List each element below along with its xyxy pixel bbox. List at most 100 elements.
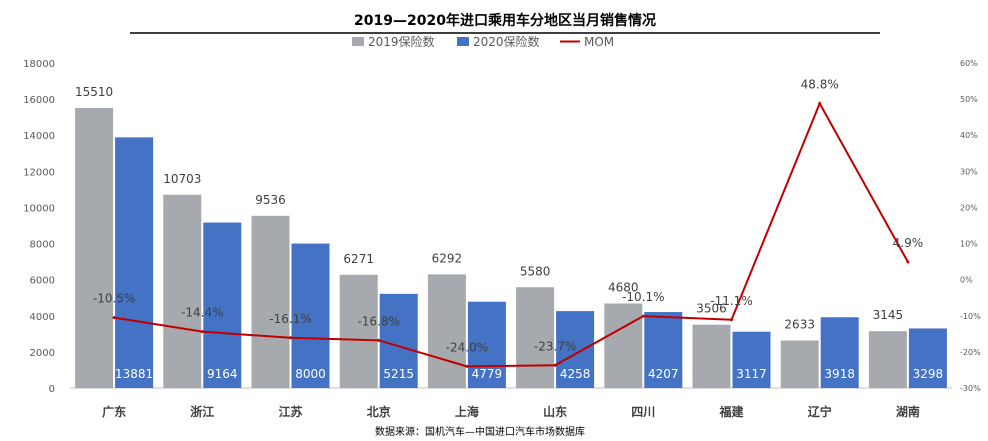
y-right-tick-label: -20% [960, 348, 981, 357]
y-left-tick-label: 4000 [30, 312, 55, 323]
y-right-tick-label: 40% [960, 131, 978, 140]
mom-data-label: 4.9% [893, 236, 924, 250]
mom-data-label: -16.1% [269, 312, 311, 326]
y-left-tick-label: 18000 [23, 59, 55, 70]
mom-point [200, 330, 204, 334]
bar-2020 [115, 137, 154, 388]
bar-2020 [467, 301, 506, 388]
mom-point [730, 318, 733, 322]
data-label-2019: 6271 [343, 252, 374, 266]
bar-2020 [379, 293, 418, 388]
y-right-tick-label: -30% [960, 384, 981, 393]
mom-data-label: -14.4% [181, 306, 223, 320]
x-category-label: 四川 [631, 405, 655, 419]
mom-data-label: -23.7% [534, 339, 576, 353]
bar-2019 [427, 274, 466, 388]
bar-2019 [780, 340, 819, 388]
x-category-label: 广东 [102, 404, 126, 419]
y-right-tick-label: 10% [960, 240, 978, 249]
x-category-label: 辽宁 [808, 404, 832, 419]
mom-data-label: -10.1% [622, 290, 664, 304]
data-label-2019: 3506 [696, 302, 727, 316]
chart-title: 2019—2020年进口乘用车分地区当月销售情况 [354, 12, 656, 29]
y-left-tick-label: 16000 [23, 95, 55, 106]
bar-2020 [203, 222, 242, 388]
data-label-2019: 15510 [75, 85, 113, 99]
data-label-2020: 3298 [913, 367, 944, 381]
legend-label-2019: 2019保险数 [368, 34, 435, 49]
x-category-label: 福建 [718, 404, 744, 419]
mom-data-label: 48.8% [801, 77, 839, 91]
data-label-2019: 6292 [432, 251, 463, 265]
data-label-2020: 9164 [207, 367, 238, 381]
legend-swatch-2019 [352, 37, 364, 46]
bar-2020 [556, 311, 595, 388]
bar-2019 [516, 287, 555, 388]
data-label-2020: 4207 [648, 367, 679, 381]
legend-swatch-2020 [457, 37, 469, 46]
x-category-label: 湖南 [896, 404, 920, 419]
legend-label-mom: MOM [584, 35, 614, 49]
y-right-tick-label: -10% [960, 312, 981, 321]
x-category-label: 江苏 [278, 404, 302, 419]
mom-data-label: -24.0% [446, 340, 488, 354]
x-category-label: 浙江 [190, 404, 214, 419]
data-label-2019: 10703 [163, 172, 201, 186]
y-right-tick-label: 50% [960, 95, 978, 104]
y-left-tick-label: 0 [49, 384, 55, 395]
data-label-2020: 4258 [560, 367, 591, 381]
y-right-tick-label: 0% [960, 276, 973, 285]
bar-2020 [908, 328, 947, 388]
bar-2019 [868, 331, 907, 388]
mom-point [112, 316, 116, 320]
bar-2020 [820, 317, 859, 388]
bar-2020 [291, 243, 330, 388]
mom-data-label: -10.5% [93, 292, 135, 306]
legend: 2019保险数 2020保险数 MOM [352, 34, 614, 49]
y-right-tick-label: 20% [960, 203, 978, 212]
bar-2020 [644, 312, 683, 388]
bar-2019 [251, 215, 290, 388]
y-left-tick-label: 10000 [23, 203, 55, 214]
mom-point [553, 363, 557, 367]
x-category-label: 山东 [543, 404, 567, 419]
data-label-2020: 4779 [472, 367, 503, 381]
data-label-2019: 4680 [608, 281, 639, 295]
bar-2019 [692, 324, 731, 388]
y-right-tick-label: 30% [960, 167, 978, 176]
x-category-label: 上海 [455, 404, 479, 419]
y-left-tick-label: 14000 [23, 131, 55, 142]
mom-point [289, 336, 292, 340]
mom-point [641, 314, 645, 318]
mom-point [818, 101, 822, 105]
y-left-tick-label: 8000 [30, 240, 55, 251]
y-right-tick-label: 60% [960, 59, 978, 68]
bar-2019 [339, 274, 378, 388]
x-category-label: 北京 [367, 404, 391, 419]
mom-point [377, 338, 381, 342]
data-label-2020: 13881 [115, 367, 153, 381]
data-label-2019: 9536 [255, 193, 286, 207]
mom-point [906, 260, 910, 264]
legend-label-2020: 2020保险数 [473, 34, 540, 49]
y-left-tick-label: 2000 [30, 348, 55, 359]
data-label-2020: 8000 [295, 367, 326, 381]
mom-data-label: -16.8% [357, 314, 399, 328]
data-label-2019: 2633 [784, 317, 815, 331]
bar-2019 [163, 194, 202, 388]
mom-point [465, 364, 469, 368]
data-label-2020: 3918 [824, 367, 855, 381]
y-left-tick-label: 6000 [30, 276, 55, 287]
source-note: 数据来源：国机汽车—中国进口汽车市场数据库 [375, 425, 585, 438]
mom-line [113, 101, 909, 368]
bar-2019 [75, 107, 114, 388]
bar-2020 [732, 331, 771, 388]
plot-area: 0 2000 4000 6000 8000 10000 12000 14000 16000 180… [23, 59, 981, 419]
data-label-2020: 3117 [736, 367, 767, 381]
bar-2019 [604, 303, 643, 388]
data-label-2019: 3145 [873, 308, 904, 322]
mom-data-label: -11.1% [710, 294, 752, 308]
data-label-2019: 5580 [520, 264, 551, 278]
y-left-tick-label: 12000 [23, 167, 55, 178]
